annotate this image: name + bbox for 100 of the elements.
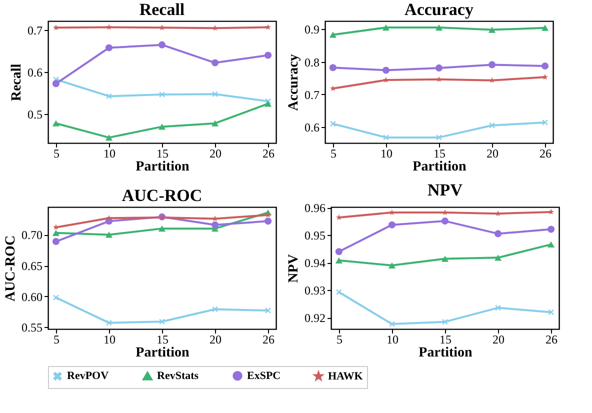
x-tick-label: 15 [156, 146, 168, 160]
x-tick-label: 26 [262, 332, 275, 346]
point [265, 98, 271, 104]
x-tick-label: 5 [336, 332, 342, 346]
x-tick-label: 26 [540, 146, 552, 160]
point [265, 212, 272, 218]
x-axis-title: Partition [136, 160, 190, 174]
point [211, 120, 219, 126]
x-axis-title: Partition [412, 160, 467, 174]
point [158, 24, 166, 30]
x-axis-title: Partition [418, 346, 473, 360]
x-tick-label: 20 [486, 146, 499, 160]
y-tick-label: 0.60 [22, 290, 42, 304]
y-tick-label: 0.6 [28, 65, 42, 80]
legend-label: RevStats [157, 370, 200, 382]
y-tick-label: 0.5 [28, 107, 42, 122]
y-tick-label: 0.7 [28, 24, 42, 38]
point [212, 306, 218, 312]
point [542, 24, 549, 31]
point [489, 122, 495, 128]
point [542, 62, 549, 70]
x-tick-label: 10 [386, 332, 398, 346]
x-tick-label: 10 [103, 332, 116, 346]
point [489, 77, 496, 83]
point [494, 230, 502, 238]
x-tick-label: 26 [546, 332, 558, 346]
y-axis-title: Recall [10, 64, 24, 102]
y-axis-title: Accuracy [286, 54, 302, 111]
point [158, 124, 166, 130]
point [158, 226, 166, 232]
x-tick-label: 26 [262, 146, 275, 160]
point [264, 218, 272, 225]
point [494, 254, 502, 261]
legend-label: HAWK [328, 370, 364, 382]
y-tick-label: 0.8 [304, 55, 320, 70]
point [105, 232, 113, 238]
point [488, 61, 496, 68]
x-tick-label: 10 [380, 146, 392, 160]
legend-label: ExSPC [247, 370, 281, 382]
point [548, 241, 555, 248]
y-tick-label: 0.7 [304, 88, 320, 102]
point [105, 134, 113, 141]
y-axis-title: NPV [286, 254, 302, 283]
point [330, 120, 336, 127]
x-tick-label: 5 [53, 332, 60, 346]
point [329, 64, 336, 72]
point [212, 216, 218, 222]
x-tick-label: 5 [53, 146, 60, 160]
point [264, 100, 272, 107]
point [441, 218, 449, 225]
point [52, 24, 59, 30]
point [542, 74, 548, 80]
point [336, 289, 342, 295]
point [265, 24, 272, 30]
chart-title: Accuracy [404, 0, 474, 19]
point [211, 221, 219, 228]
point [158, 41, 166, 48]
point [548, 309, 554, 316]
y-tick-label: 0.9 [304, 22, 320, 37]
chart-title: AUC-ROC [122, 186, 202, 205]
point [388, 221, 396, 228]
point [264, 52, 272, 59]
point [335, 248, 342, 256]
point [442, 319, 448, 325]
x-tick-label: 20 [210, 332, 222, 346]
x-tick-label: 5 [330, 146, 336, 160]
point [212, 24, 218, 31]
point [52, 80, 60, 88]
point [106, 24, 112, 30]
point [211, 59, 219, 66]
point [329, 32, 336, 38]
point [488, 26, 496, 33]
y-tick-label: 0.70 [22, 228, 42, 242]
point [335, 257, 342, 264]
point [52, 230, 60, 236]
chart-title: NPV [428, 180, 464, 200]
point [441, 256, 449, 262]
y-tick-label: 0.95 [304, 228, 326, 243]
x-tick-label: 15 [156, 332, 168, 346]
point [388, 262, 396, 268]
x-tick-label: 15 [434, 146, 446, 160]
point [106, 214, 112, 221]
y-tick-label: 0.93 [304, 284, 326, 298]
y-tick-label: 0.92 [304, 311, 326, 326]
point [212, 91, 218, 97]
point [382, 66, 390, 74]
y-tick-label: 0.6 [304, 120, 320, 135]
x-tick-label: 15 [440, 332, 452, 346]
point [495, 304, 501, 311]
x-tick-label: 20 [210, 146, 222, 160]
point [53, 294, 59, 300]
x-tick-label: 10 [103, 146, 116, 160]
point [105, 44, 113, 52]
y-axis-title: AUC-ROC [4, 235, 18, 302]
x-tick-label: 20 [492, 332, 505, 346]
point [435, 64, 443, 72]
y-tick-label: 0.96 [304, 201, 326, 216]
point [548, 226, 555, 233]
x-axis-title: Partition [136, 346, 190, 360]
point [52, 120, 60, 126]
